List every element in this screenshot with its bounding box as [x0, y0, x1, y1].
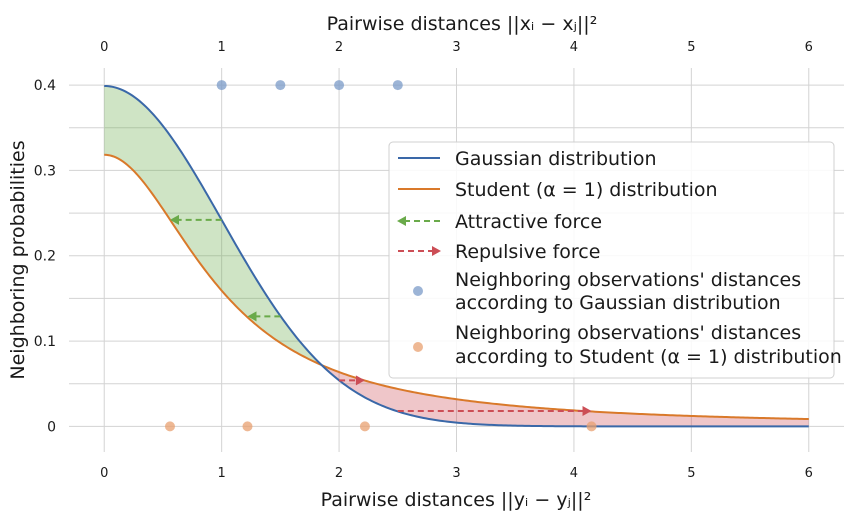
- observation-point: [275, 80, 286, 91]
- x-tick-label-bottom: 3: [452, 466, 460, 481]
- legend-label-dots-gaussian-2: according to Gaussian distribution: [455, 292, 781, 314]
- x-axis-label-top: Pairwise distances ||xᵢ − xⱼ||²: [327, 13, 598, 35]
- observation-point: [586, 421, 597, 432]
- legend-arrowhead-repulsive: [432, 246, 441, 256]
- y-tick-label: 0.2: [34, 249, 56, 265]
- legend-label-dots-student-2: according to Student (α = 1) distributio…: [455, 346, 842, 368]
- force-arrowhead: [169, 214, 179, 225]
- legend-box: [388, 141, 835, 379]
- attractive-area: [104, 85, 322, 366]
- legend-label-dots-student-1: Neighboring observations' distances: [455, 322, 801, 344]
- x-tick-label-bottom: 0: [100, 466, 108, 481]
- x-tick-label-top: 3: [452, 40, 460, 55]
- x-tick-label-top: 4: [570, 40, 578, 55]
- legend-arrowhead-attractive: [397, 216, 406, 226]
- x-tick-label-bottom: 5: [687, 466, 695, 481]
- force-arrows: [169, 214, 592, 417]
- x-tick-label-top: 0: [100, 40, 108, 55]
- x-tick-label-bottom: 1: [218, 466, 226, 481]
- legend-label-student: Student (α = 1) distribution: [455, 179, 718, 201]
- observation-point: [359, 421, 370, 432]
- x-tick-label-top: 6: [805, 40, 813, 55]
- y-tick-label: 0.1: [34, 334, 56, 350]
- force-arrowhead: [355, 375, 365, 386]
- y-axis-label: Neighboring probabilities: [7, 140, 29, 379]
- x-axis-label-bottom: Pairwise distances ||yᵢ − yⱼ||²: [321, 489, 592, 511]
- observation-point: [334, 80, 345, 91]
- legend-label-gaussian: Gaussian distribution: [455, 148, 657, 170]
- x-tick-label-top: 5: [687, 40, 695, 55]
- observation-point: [242, 421, 253, 432]
- legend-label-dots-gaussian-1: Neighboring observations' distances: [455, 269, 801, 291]
- observation-points: [164, 80, 597, 432]
- legend: Gaussian distribution Student (α = 1) di…: [388, 141, 842, 379]
- student-curve: [104, 153, 809, 421]
- legend-label-attractive: Attractive force: [455, 211, 602, 233]
- legend-label-repulsive: Repulsive force: [455, 241, 600, 263]
- x-tick-label-bottom: 6: [805, 466, 813, 481]
- legend-dot-gaussian: [413, 286, 423, 296]
- y-tick-label: 0: [47, 419, 56, 435]
- tick-labels: 0 0 1 1 2 2 3 3 4 4 5 5 6 6 0 0.1 0.2 0.3 0.4: [34, 40, 813, 481]
- legend-dot-student: [413, 342, 423, 352]
- x-tick-label-top: 1: [218, 40, 226, 55]
- x-tick-label-bottom: 4: [570, 466, 578, 481]
- observation-point: [392, 80, 403, 91]
- x-tick-label-top: 2: [335, 40, 343, 55]
- force-arrowhead: [247, 311, 257, 322]
- observation-point: [164, 421, 175, 432]
- y-tick-label: 0.4: [34, 78, 56, 94]
- x-tick-label-bottom: 2: [335, 466, 343, 481]
- force-arrowhead: [582, 406, 592, 417]
- observation-point: [216, 80, 227, 91]
- y-tick-label: 0.3: [34, 163, 56, 179]
